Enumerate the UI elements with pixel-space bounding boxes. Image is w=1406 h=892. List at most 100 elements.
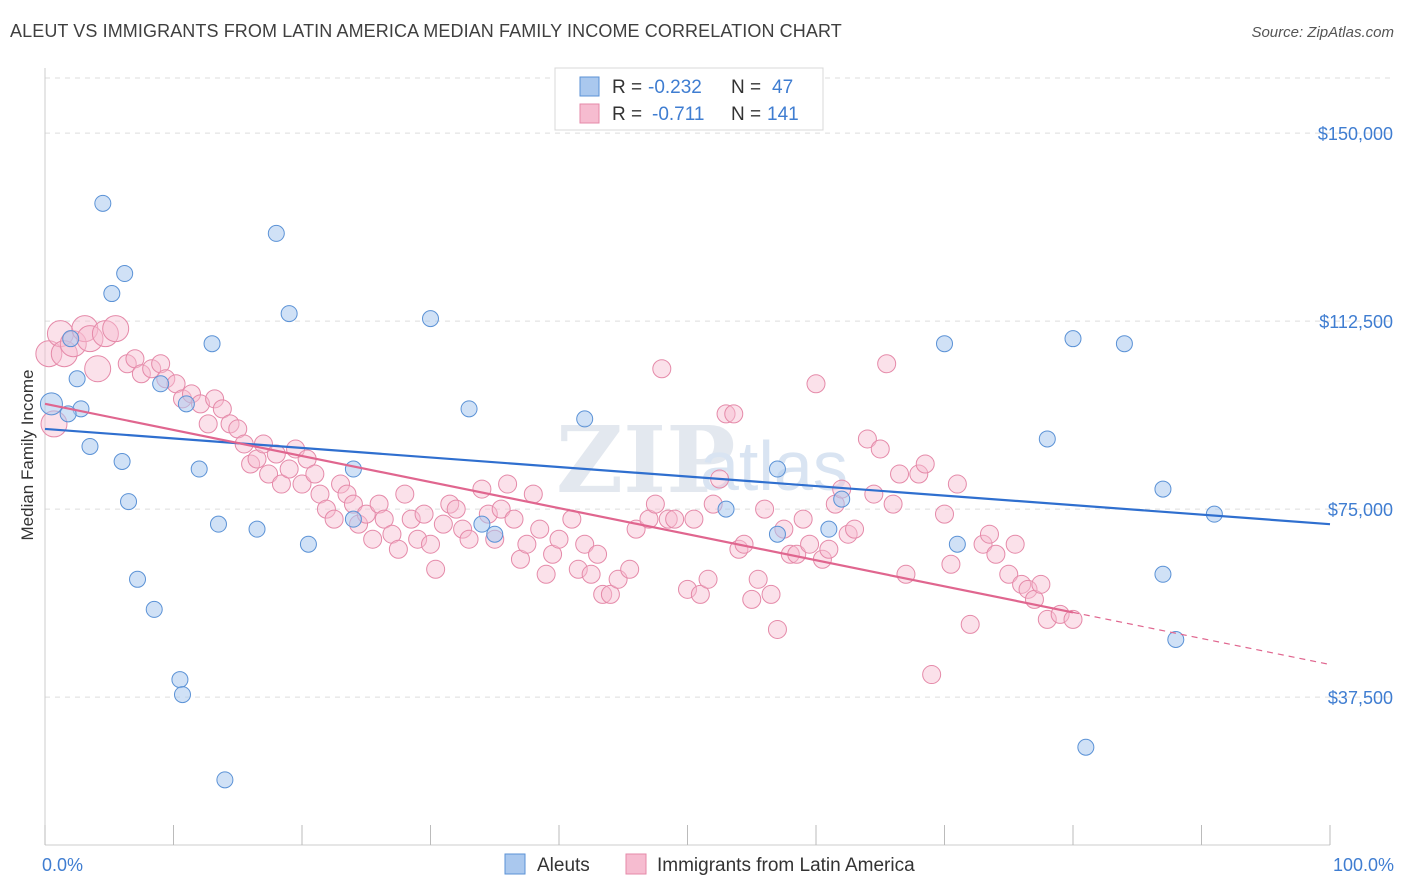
latam-point (324, 509, 344, 529)
latam-point (316, 499, 336, 519)
latam-point (890, 464, 910, 484)
latam-point (857, 429, 877, 449)
aleut-point (248, 520, 266, 538)
latam-point (678, 579, 697, 599)
latam-point (35, 340, 63, 368)
latam-point (1005, 534, 1025, 554)
latam-point (690, 584, 710, 604)
latam-point (870, 439, 890, 459)
latam-point (395, 484, 415, 504)
latam-point (142, 359, 162, 379)
latam-point (645, 494, 665, 514)
latam-point (292, 474, 312, 494)
trend-lines (44, 402, 1331, 666)
aleut-point (152, 375, 170, 393)
latam-point (960, 614, 980, 634)
legend-swatch-latam (579, 103, 600, 124)
aleut-point (344, 460, 362, 478)
latam-point (1031, 574, 1051, 594)
aleut-point (1064, 330, 1082, 348)
latam-point (877, 354, 897, 374)
latam-point (259, 464, 279, 484)
latam-point (973, 534, 993, 554)
bottom-legend-swatch-aleuts (504, 853, 526, 875)
latam-point (793, 509, 813, 529)
latam-point (388, 539, 408, 559)
aleut-point (460, 400, 478, 418)
latam-point (305, 464, 325, 484)
latam-point (883, 494, 903, 514)
latam-point (212, 399, 232, 419)
latam-point (337, 484, 357, 504)
aleut-point (422, 310, 439, 328)
legend-r-value-1: -0.232 (648, 77, 702, 98)
latam-point (408, 529, 428, 549)
legend-n-value-1: 47 (772, 77, 793, 98)
y-tick-label: $75,000 (1328, 500, 1393, 520)
aleut-point (820, 520, 838, 538)
aleut-point (190, 460, 208, 478)
gridlines (45, 77, 1392, 698)
latam-point (684, 509, 704, 529)
aleut-point (62, 330, 80, 348)
latam-point (453, 519, 473, 539)
aleut-point (68, 370, 86, 388)
aleut-point (267, 224, 285, 242)
aleut-point (936, 335, 953, 353)
legend-r-value-2: -0.711 (652, 104, 704, 125)
aleut-point (473, 515, 491, 533)
aleut-trend-line (44, 427, 1331, 526)
aleut-point (1154, 480, 1172, 498)
latam-point (575, 534, 595, 554)
latam-point (698, 569, 718, 589)
latam-point (724, 404, 744, 424)
latam-point (652, 359, 672, 379)
legend-r-label-1: R = (612, 77, 642, 98)
latam-point (986, 544, 1006, 564)
aleut-point (94, 194, 112, 212)
latam-point (498, 474, 518, 494)
latam-point (205, 389, 225, 409)
aleut-point (203, 335, 221, 353)
aleut-point (833, 490, 851, 508)
latam-point (433, 514, 453, 534)
latam-point (600, 584, 620, 604)
latam-point (767, 619, 787, 639)
latam-point (819, 539, 839, 559)
axes: $37,500 $75,000 $112,500 $150,000 0.0% 100.0% (42, 68, 1394, 875)
latam-point (279, 459, 299, 479)
latam-point (401, 509, 421, 529)
latam-point (491, 499, 511, 519)
latam-point (84, 355, 112, 383)
aleut-point (299, 535, 317, 553)
aleut-point (173, 686, 191, 704)
latam-point (504, 509, 524, 529)
latam-point (845, 519, 865, 539)
bottom-legend-swatch-latam (625, 853, 647, 875)
aleut-point (171, 671, 189, 689)
latam-point (421, 534, 440, 554)
aleut-point (103, 285, 121, 303)
latam-point (979, 524, 999, 544)
aleut-point (209, 515, 227, 533)
latam-point (1037, 609, 1057, 629)
latam-point (517, 534, 537, 554)
latam-point (593, 584, 613, 604)
legend-n-value-2: 141 (767, 104, 799, 125)
latam-point (266, 444, 286, 464)
aleut-point (1038, 430, 1056, 448)
x-tick-label-max: 100.0% (1333, 855, 1394, 875)
latam-point (1012, 574, 1032, 594)
latam-point (935, 504, 954, 524)
aleut-point (768, 460, 786, 478)
aleut-point (216, 771, 234, 789)
latam-point (151, 354, 171, 374)
aleut-point (39, 392, 63, 416)
aleut-points (39, 194, 1223, 789)
latam-point (414, 504, 434, 524)
latam-point (806, 374, 826, 394)
aleut-point (129, 570, 147, 588)
latam-point (331, 474, 351, 494)
latam-point (446, 499, 466, 519)
